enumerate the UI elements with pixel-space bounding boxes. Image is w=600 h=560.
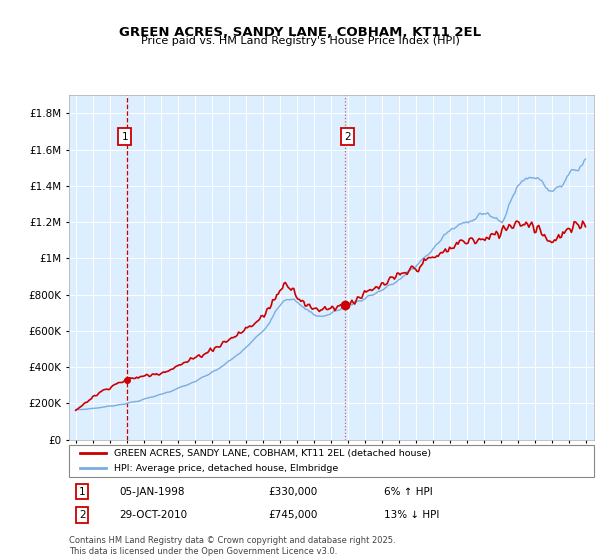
Text: 29-OCT-2010: 29-OCT-2010 <box>119 510 187 520</box>
Text: 2: 2 <box>344 132 350 142</box>
Text: £330,000: £330,000 <box>269 487 318 497</box>
Text: £745,000: £745,000 <box>269 510 318 520</box>
Text: GREEN ACRES, SANDY LANE, COBHAM, KT11 2EL: GREEN ACRES, SANDY LANE, COBHAM, KT11 2E… <box>119 26 481 39</box>
FancyBboxPatch shape <box>69 445 594 477</box>
Text: 13% ↓ HPI: 13% ↓ HPI <box>384 510 439 520</box>
Text: 6% ↑ HPI: 6% ↑ HPI <box>384 487 433 497</box>
Text: 2: 2 <box>79 510 85 520</box>
Text: Price paid vs. HM Land Registry's House Price Index (HPI): Price paid vs. HM Land Registry's House … <box>140 36 460 46</box>
Text: 1: 1 <box>79 487 85 497</box>
Text: HPI: Average price, detached house, Elmbridge: HPI: Average price, detached house, Elmb… <box>113 464 338 473</box>
Text: 1: 1 <box>122 132 128 142</box>
Text: Contains HM Land Registry data © Crown copyright and database right 2025.
This d: Contains HM Land Registry data © Crown c… <box>69 536 395 556</box>
Text: GREEN ACRES, SANDY LANE, COBHAM, KT11 2EL (detached house): GREEN ACRES, SANDY LANE, COBHAM, KT11 2E… <box>113 449 431 458</box>
Text: 05-JAN-1998: 05-JAN-1998 <box>119 487 184 497</box>
